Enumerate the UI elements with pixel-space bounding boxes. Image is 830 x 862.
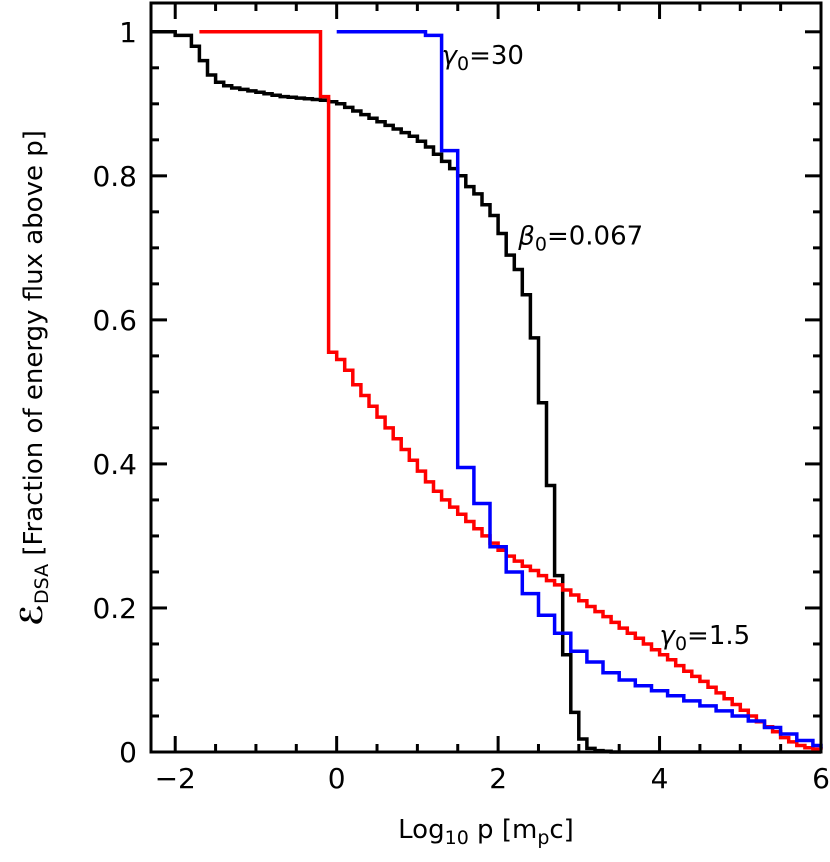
y-tick-label: 0.4 [92, 448, 137, 481]
series-0-line [151, 30, 821, 754]
annotation-symbol: β [517, 221, 535, 251]
annotation-value: =1.5 [687, 621, 750, 651]
x-tick-label: 2 [489, 762, 507, 795]
x-axis-label-sub2: p [537, 827, 549, 849]
annotation-symbol: γ [442, 41, 459, 71]
series-2-line [336, 30, 823, 749]
annotation-value: =0.067 [547, 221, 643, 251]
x-tick-label: 4 [651, 762, 669, 795]
y-tick-label: 0.2 [92, 592, 137, 625]
series-layer [151, 30, 823, 754]
x-tick-label: −2 [155, 762, 196, 795]
x-axis-label-pre: Log [398, 815, 444, 845]
x-axis-label: Log10 p [mpc] [398, 815, 574, 849]
y-axis-label-symbol: ℰ [15, 604, 50, 626]
x-tick-label: 6 [812, 762, 830, 795]
y-tick-label: 1 [119, 16, 137, 49]
annotation-0: γ0=30 [442, 41, 524, 75]
x-axis-label-post: c] [549, 815, 573, 845]
x-axis-label-sub: 10 [445, 827, 469, 849]
y-tick-label: 0.8 [92, 160, 137, 193]
y-tick-label: 0.6 [92, 304, 137, 337]
annotation-1: β0=0.067 [517, 221, 643, 255]
annotation-sub: 0 [457, 53, 469, 75]
x-axis-label-mid: p [m [469, 815, 538, 845]
tick-layer: −2 0 2 4 6 0 0.2 0.4 0.6 0.8 1 [92, 3, 830, 795]
annotation-symbol: γ [660, 621, 677, 651]
y-axis-label-post: [Fraction of energy flux above p] [19, 130, 49, 564]
annotation-value: =30 [469, 41, 524, 71]
plot-frame [149, 1, 823, 754]
annotation-sub: 0 [675, 633, 687, 655]
x-tick-label: 0 [328, 762, 346, 795]
annotation-sub: 0 [535, 233, 547, 255]
y-tick-label: 0 [119, 736, 137, 769]
series-1-line [199, 30, 823, 751]
y-axis-label: ℰDSA [Fraction of energy flux above p] [15, 130, 53, 626]
y-axis-label-sub: DSA [31, 564, 53, 604]
annotation-2: γ0=1.5 [660, 621, 751, 655]
